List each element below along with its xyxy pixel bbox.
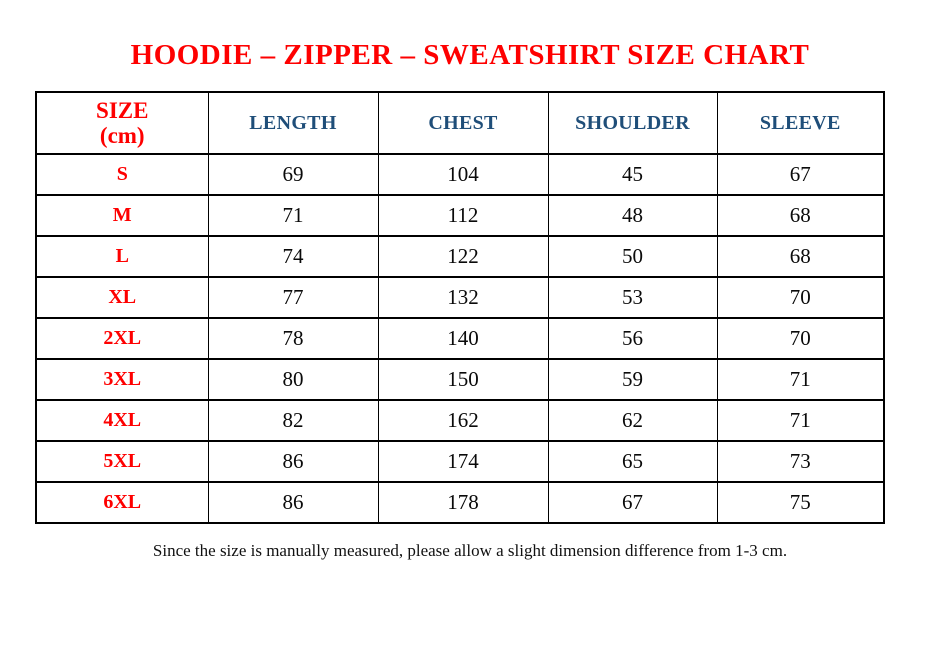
column-header-shoulder: SHOULDER [547,91,718,156]
size-label-l: L [35,235,209,279]
measurement-value: 80 [207,358,379,402]
measurement-value: 162 [377,399,549,443]
table-row: 2XL 78 140 56 70 [35,317,885,361]
size-chart-page: . HOODIE – ZIPPER – SWEATSHIRT SIZE CHAR… [0,39,940,561]
measurement-value: 70 [716,317,885,361]
size-label-xl: XL [35,276,209,320]
measurement-value: 150 [377,358,549,402]
size-chart-table: SIZE (cm) LENGTH CHEST SHOULDER SLEEVE S… [35,91,885,525]
size-label-2xl: 2XL [35,317,209,361]
measurement-value: 140 [377,317,549,361]
measurement-value: 56 [547,317,718,361]
size-header-line1: SIZE [96,97,149,123]
measurement-value: 71 [716,399,885,443]
size-label-3xl: 3XL [35,358,209,402]
measurement-value: 174 [377,440,549,484]
measurement-value: 86 [207,440,379,484]
size-label-s: S [35,153,209,197]
measurement-value: 62 [547,399,718,443]
stray-dot: . [475,39,479,55]
table-row: 5XL 86 174 65 73 [35,440,885,484]
footer-note: Since the size is manually measured, ple… [152,541,788,561]
column-header-size: SIZE (cm) [35,91,209,156]
size-header-line2: (cm) [99,123,145,149]
measurement-value: 71 [207,194,379,238]
measurement-value: 71 [716,358,885,402]
measurement-value: 74 [207,235,379,279]
table-row: XL 77 132 53 70 [35,276,885,320]
measurement-value: 53 [547,276,718,320]
size-label-m: M [35,194,209,238]
measurement-value: 122 [377,235,549,279]
table-row: S 69 104 45 67 [35,153,885,197]
measurement-value: 67 [547,481,718,525]
measurement-value: 68 [716,194,885,238]
column-header-sleeve: SLEEVE [716,91,885,156]
measurement-value: 77 [207,276,379,320]
measurement-value: 73 [716,440,885,484]
measurement-value: 67 [716,153,885,197]
measurement-value: 50 [547,235,718,279]
size-label-4xl: 4XL [35,399,209,443]
table-row: 3XL 80 150 59 71 [35,358,885,402]
table-body: S 69 104 45 67 M 71 112 48 68 L 74 122 50 68 XL 77 132 53 7… [35,153,885,525]
measurement-value: 178 [377,481,549,525]
table-row: 4XL 82 162 62 71 [35,399,885,443]
measurement-value: 112 [377,194,549,238]
table-row: M 71 112 48 68 [35,194,885,238]
page-title: HOODIE – ZIPPER – SWEATSHIRT SIZE CHART [130,39,810,71]
measurement-value: 48 [547,194,718,238]
size-label-6xl: 6XL [35,481,209,525]
measurement-value: 82 [207,399,379,443]
measurement-value: 75 [716,481,885,525]
measurement-value: 132 [377,276,549,320]
measurement-value: 59 [547,358,718,402]
measurement-value: 45 [547,153,718,197]
column-header-chest: CHEST [377,91,549,156]
measurement-value: 78 [207,317,379,361]
measurement-value: 65 [547,440,718,484]
size-label-5xl: 5XL [35,440,209,484]
table-row: L 74 122 50 68 [35,235,885,279]
measurement-value: 104 [377,153,549,197]
measurement-value: 68 [716,235,885,279]
measurement-value: 69 [207,153,379,197]
table-header: SIZE (cm) LENGTH CHEST SHOULDER SLEEVE [35,91,885,156]
column-header-length: LENGTH [207,91,379,156]
measurement-value: 70 [716,276,885,320]
measurement-value: 86 [207,481,379,525]
header-row: SIZE (cm) LENGTH CHEST SHOULDER SLEEVE [35,91,885,156]
table-row: 6XL 86 178 67 75 [35,481,885,525]
